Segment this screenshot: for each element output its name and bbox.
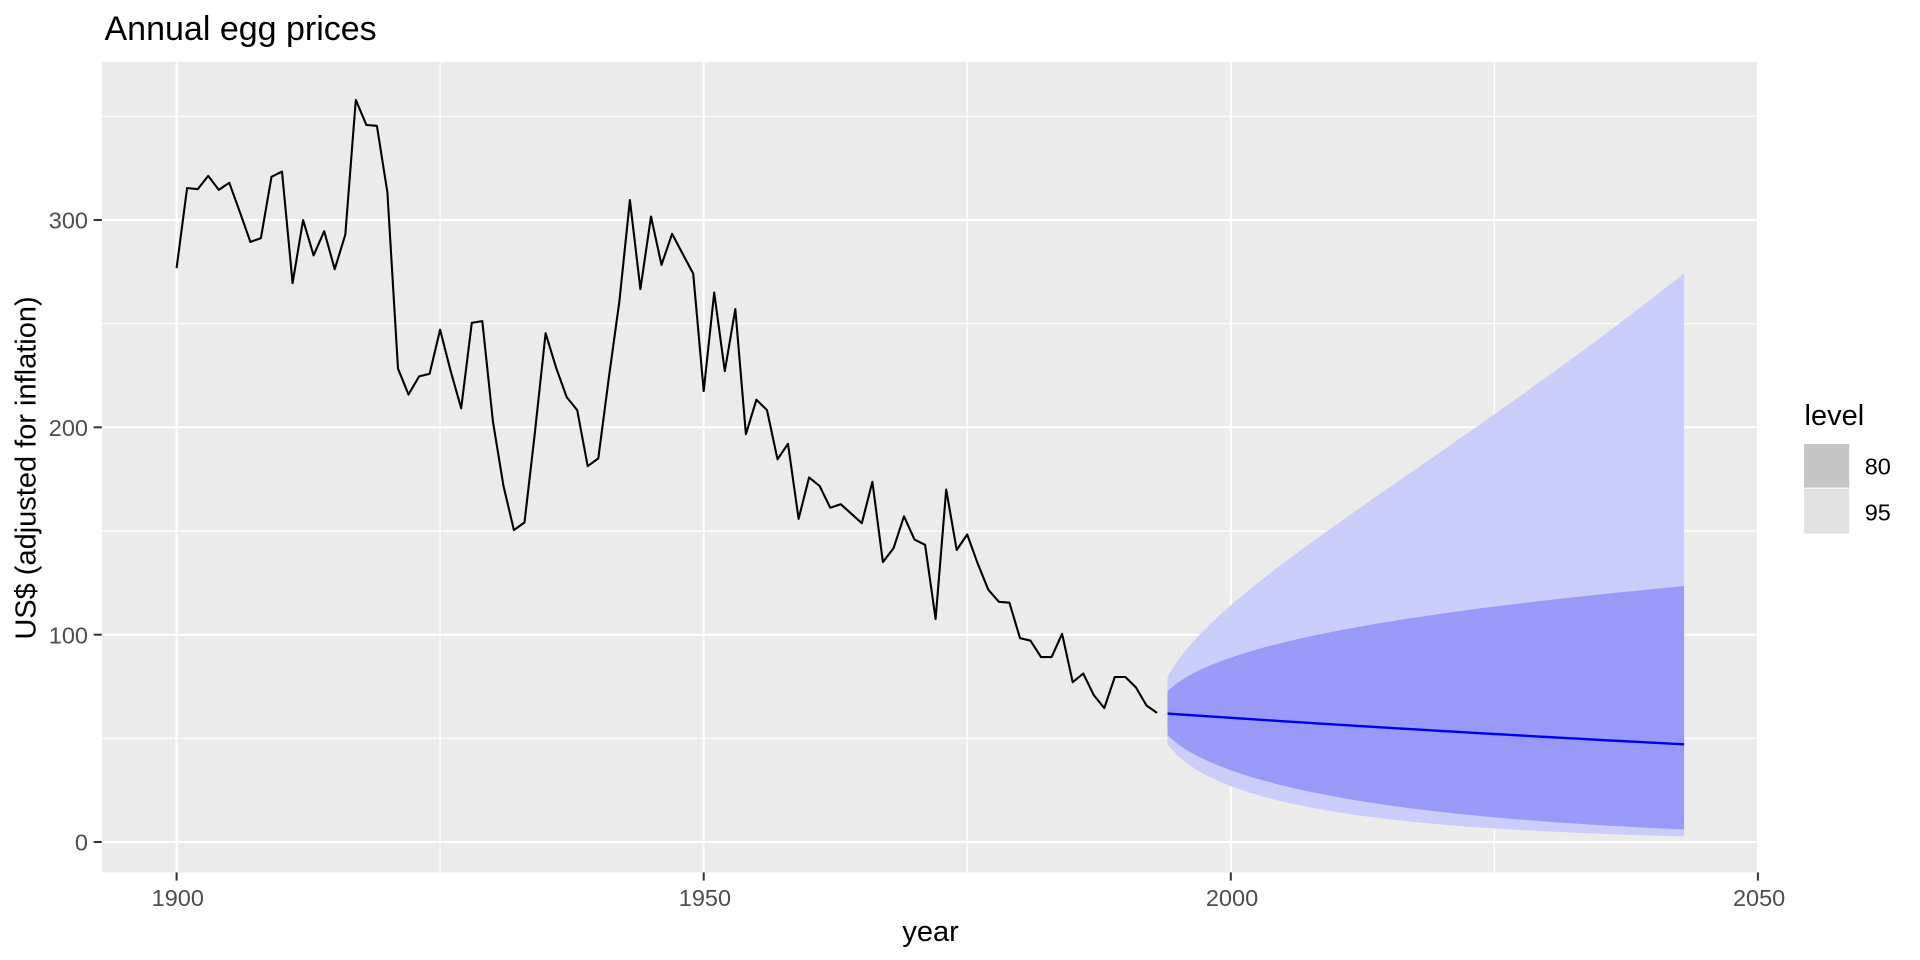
svg-text:1950: 1950: [679, 885, 731, 911]
svg-text:95: 95: [1865, 500, 1891, 526]
svg-text:0: 0: [75, 830, 88, 856]
svg-text:300: 300: [49, 208, 88, 234]
svg-text:US$ (adjusted for inflation): US$ (adjusted for inflation): [11, 296, 43, 639]
svg-text:100: 100: [49, 622, 88, 648]
svg-text:2000: 2000: [1206, 885, 1258, 911]
svg-text:Annual egg prices: Annual egg prices: [105, 10, 377, 48]
svg-text:200: 200: [49, 415, 88, 441]
svg-text:2050: 2050: [1733, 885, 1785, 911]
svg-text:1900: 1900: [152, 885, 204, 911]
svg-text:80: 80: [1865, 454, 1891, 480]
svg-text:year: year: [902, 916, 959, 948]
svg-text:level: level: [1805, 400, 1865, 432]
